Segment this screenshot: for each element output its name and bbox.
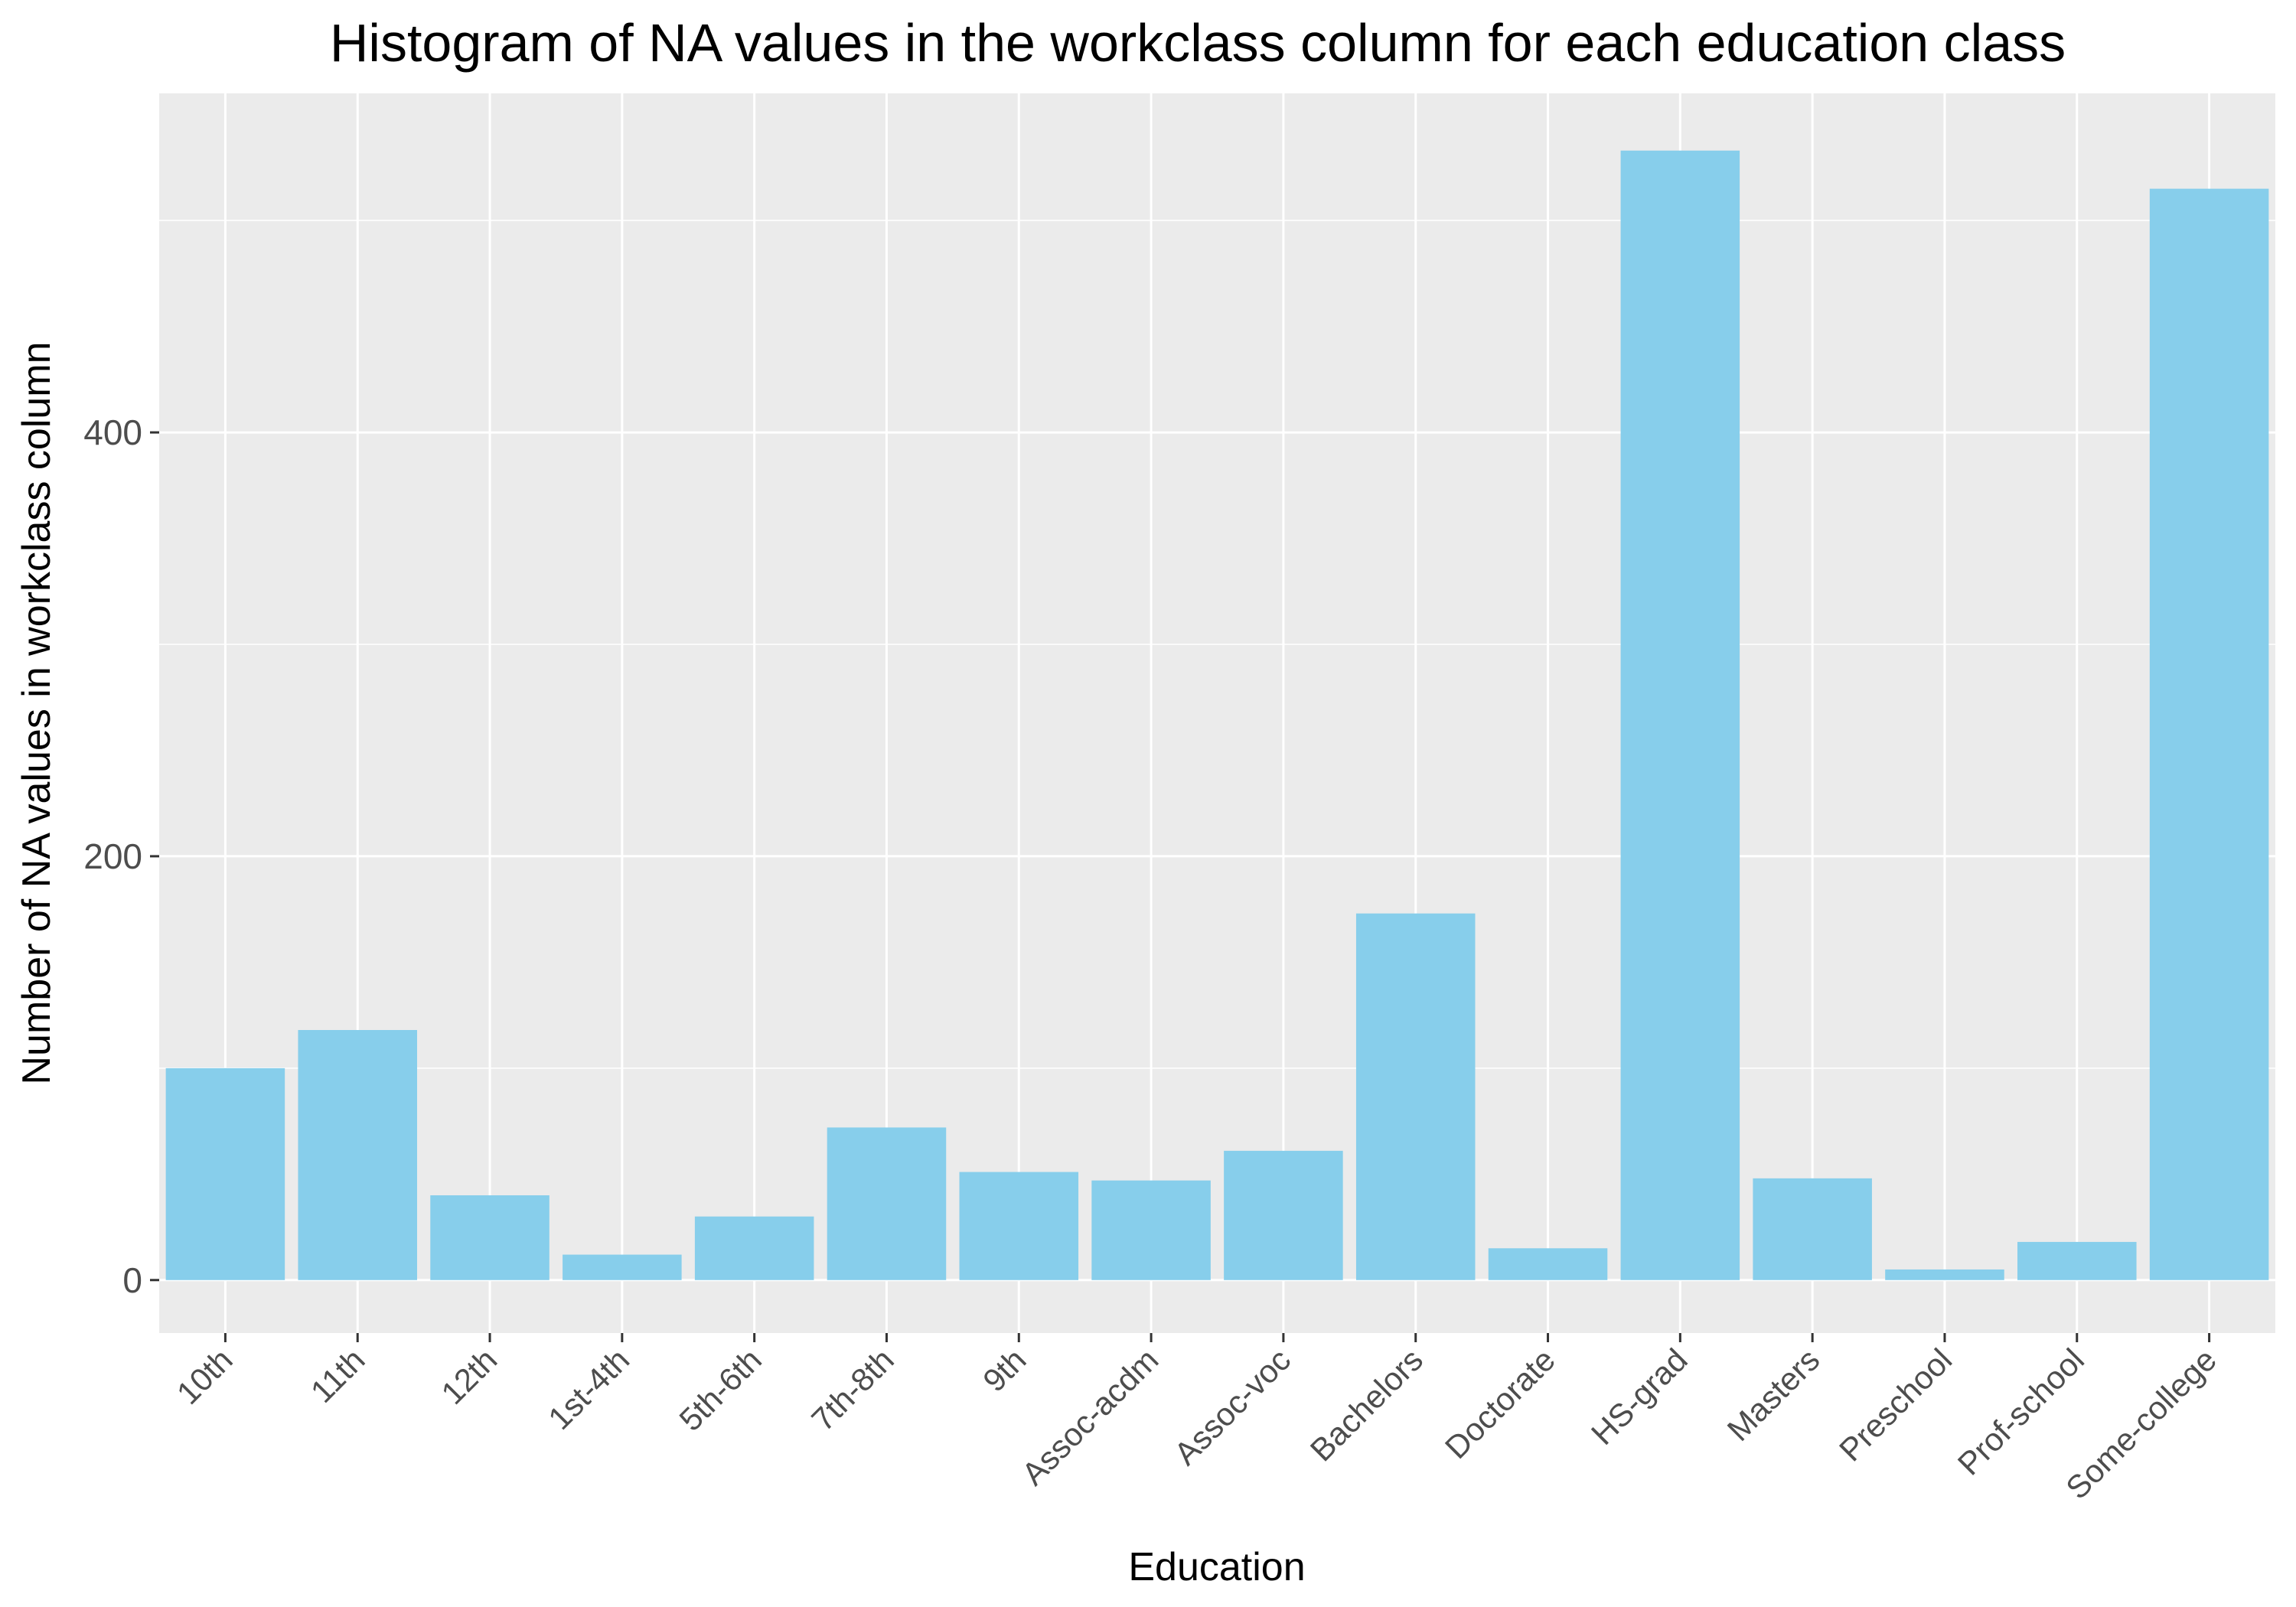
bar-hs-grad	[1620, 150, 1740, 1280]
y-tick-label: 200	[83, 836, 142, 876]
x-axis-title: Education	[1128, 1545, 1305, 1589]
chart-title: Histogram of NA values in the workclass …	[330, 13, 2066, 73]
bar-bachelors	[1355, 913, 1476, 1280]
bar-assoc-voc	[1224, 1150, 1343, 1280]
y-axis: 0 200 400	[83, 412, 159, 1300]
x-tick-label: Assoc-acdm	[1015, 1341, 1166, 1492]
x-tick-label: Preschool	[1832, 1341, 1958, 1468]
x-tick-label: Bachelors	[1303, 1341, 1430, 1468]
x-tick-label: HS-grad	[1584, 1341, 1694, 1452]
x-tick-label: Assoc-voc	[1167, 1341, 1297, 1472]
plot-panel	[159, 93, 2275, 1333]
bar-12th	[430, 1195, 550, 1280]
y-axis-title: Number of NA values in workclass column	[15, 341, 59, 1084]
x-tick-label: 7th-8th	[804, 1341, 901, 1438]
x-tick-label: Masters	[1720, 1341, 1827, 1448]
y-tick-label: 400	[83, 412, 142, 452]
bar-9th	[959, 1172, 1079, 1280]
x-tick-label: Prof-school	[1951, 1341, 2091, 1482]
y-tick-label: 0	[122, 1260, 142, 1300]
x-tick-label: 12th	[434, 1341, 504, 1411]
bar-7th-8th	[827, 1127, 947, 1280]
x-tick-label: 5th-6th	[672, 1341, 768, 1438]
x-tick-label: 10th	[170, 1341, 240, 1411]
x-tick-label: 9th	[976, 1341, 1033, 1399]
bar-some-college	[2149, 188, 2269, 1280]
x-tick-label: 1st-4th	[541, 1341, 636, 1436]
bar-prof-school	[2017, 1241, 2137, 1280]
x-tick-label: Doctorate	[1438, 1341, 1562, 1465]
x-tick-label: 11th	[304, 1341, 372, 1410]
bars	[165, 150, 2269, 1280]
bar-5th-6th	[694, 1216, 814, 1280]
bar-doctorate	[1488, 1248, 1608, 1280]
x-axis: 10th 11th 12th 1st-4th 5th-6th 7th-8th 9thAsso…	[170, 1333, 2223, 1506]
bar-masters	[1753, 1178, 1872, 1280]
bar-preschool	[1885, 1269, 2004, 1280]
bar-10th	[165, 1068, 285, 1280]
bar-1st-4th	[563, 1254, 682, 1280]
bar-11th	[298, 1030, 417, 1280]
bar-assoc-acdm	[1091, 1180, 1211, 1280]
